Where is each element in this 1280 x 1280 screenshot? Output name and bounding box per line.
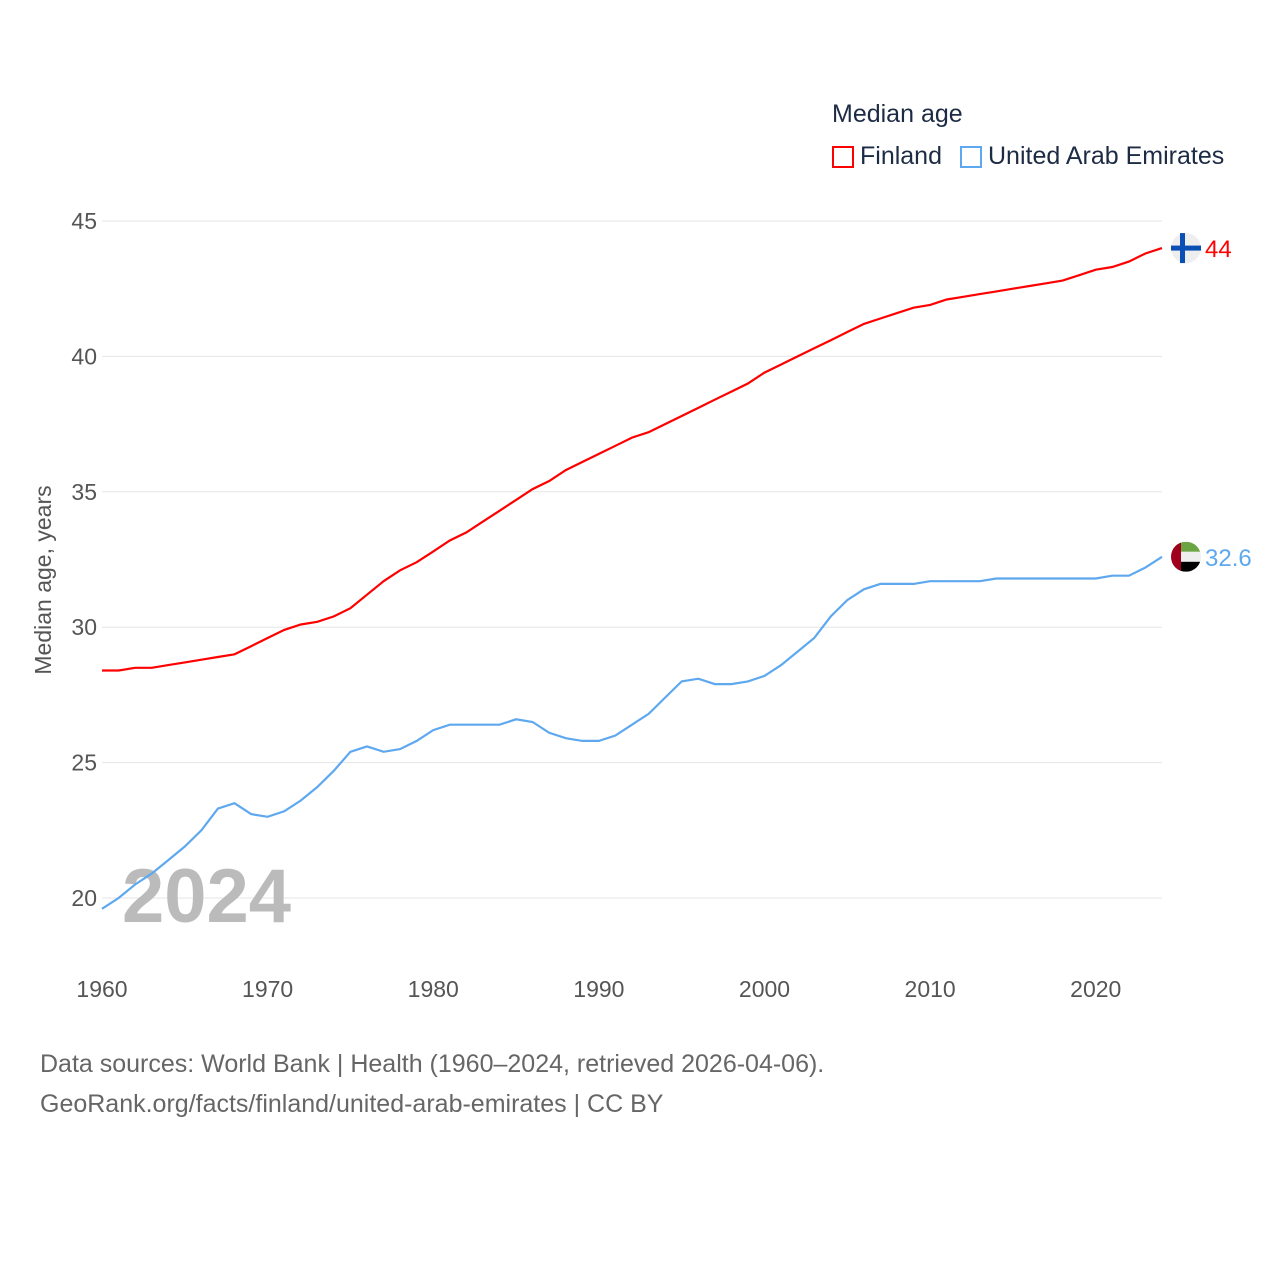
x-tick-label: 2020: [1070, 976, 1121, 1002]
series-line-uae: [101, 555, 1163, 910]
source-url-text[interactable]: GeoRank.org/facts/finland/united-arab-em…: [40, 1090, 664, 1118]
year-watermark: 2024: [122, 854, 291, 939]
y-tick-label: 40: [71, 343, 97, 369]
legend-swatch: [832, 146, 854, 168]
series-line-finland: [102, 247, 1163, 672]
y-tick-label: 30: [71, 614, 97, 640]
x-tick-label: 1960: [76, 976, 127, 1002]
legend-label: United Arab Emirates: [988, 142, 1225, 170]
y-axis-label: Median age, years: [30, 485, 56, 674]
x-tick-label: 2000: [739, 976, 790, 1002]
x-tick-label: 2010: [905, 976, 956, 1002]
y-tick-label: 45: [71, 208, 97, 234]
x-tick-label: 1990: [573, 976, 624, 1002]
end-value-label: 44: [1205, 236, 1232, 263]
x-tick-label: 1970: [242, 976, 293, 1002]
uae-flag-icon: [1171, 541, 1201, 572]
finland-flag-cross: [1171, 245, 1201, 251]
footer: Data sources: World Bank | Health (1960–…: [40, 1044, 824, 1124]
y-tick-label: 25: [71, 750, 97, 776]
legend: Finland United Arab Emirates: [832, 142, 1224, 171]
legend-title: Median age: [832, 100, 963, 128]
legend-item-uae[interactable]: United Arab Emirates: [960, 142, 1224, 171]
legend-label: Finland: [860, 142, 942, 170]
y-tick-label: 20: [71, 885, 97, 911]
x-tick-label: 1980: [408, 976, 459, 1002]
legend-swatch: [960, 146, 982, 168]
end-value-label: 32.6: [1205, 545, 1252, 572]
y-tick-label: 35: [71, 479, 97, 505]
legend-item-finland[interactable]: Finland: [832, 142, 942, 171]
data-source-text: Data sources: World Bank | Health (1960–…: [40, 1050, 825, 1078]
